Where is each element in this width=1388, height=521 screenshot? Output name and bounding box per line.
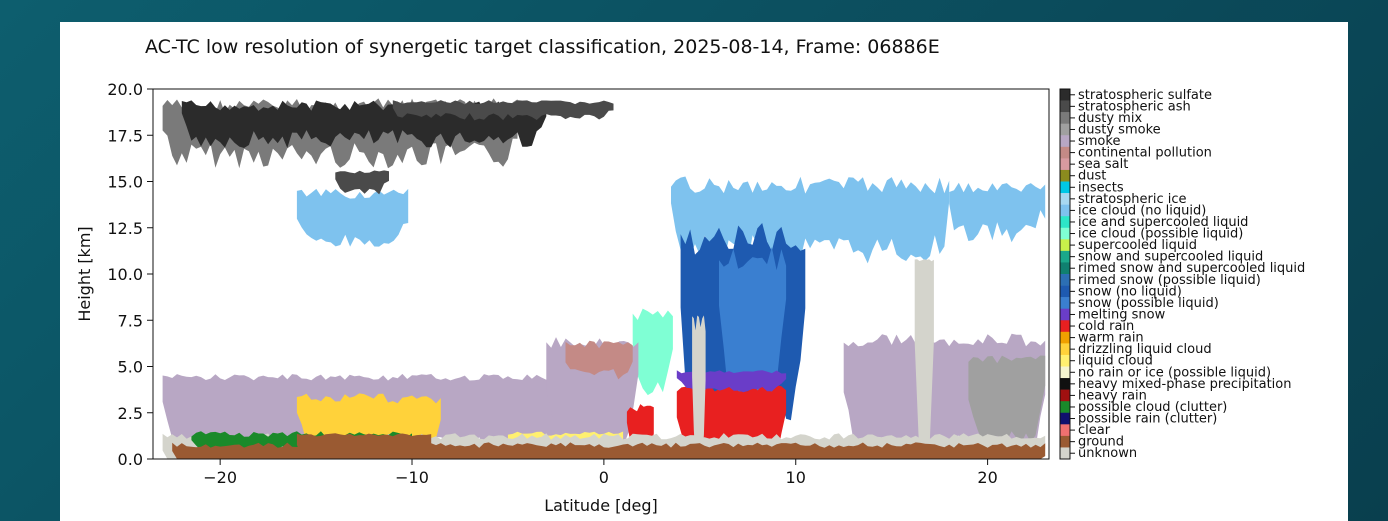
class-region bbox=[335, 170, 389, 195]
y-axis: 0.0 2.5 5.0 7.5 10.0 12.5 15.0 17.5 20.0 bbox=[107, 80, 153, 469]
x-tick-label: 0 bbox=[599, 468, 609, 487]
legend-swatch bbox=[1060, 354, 1070, 367]
legend-swatch bbox=[1060, 308, 1070, 321]
legend-label: ground bbox=[1078, 435, 1124, 450]
legend-frame bbox=[1059, 88, 1071, 460]
legend-label: dusty mix bbox=[1078, 111, 1142, 126]
legend-label: snow (possible liquid) bbox=[1078, 296, 1219, 311]
legend-label: insects bbox=[1078, 180, 1124, 195]
legend-label: warm rain bbox=[1078, 331, 1144, 346]
legend-label: no rain or ice (possible liquid) bbox=[1078, 365, 1271, 380]
legend-label: rimed snow and supercooled liquid bbox=[1078, 261, 1305, 276]
legend-swatch bbox=[1060, 285, 1070, 298]
x-tick-label: 10 bbox=[786, 468, 806, 487]
legend-label: cold rain bbox=[1078, 319, 1134, 334]
legend-swatch bbox=[1060, 181, 1070, 194]
legend-swatch bbox=[1060, 100, 1070, 113]
x-tick-label: −10 bbox=[395, 468, 429, 487]
legend-label: heavy mixed-phase precipitation bbox=[1078, 377, 1292, 392]
legend-label: ice and supercooled liquid bbox=[1078, 215, 1248, 230]
legend-swatch bbox=[1060, 204, 1070, 217]
class-region bbox=[914, 259, 934, 459]
legend-label: ice cloud (possible liquid) bbox=[1078, 227, 1243, 242]
legend-swatch bbox=[1060, 227, 1070, 240]
legend-label: sea salt bbox=[1078, 157, 1128, 172]
legend-swatch bbox=[1060, 401, 1070, 414]
legend-label: supercooled liquid bbox=[1078, 238, 1197, 253]
legend-label: stratospheric ice bbox=[1078, 192, 1187, 207]
legend-swatch bbox=[1060, 447, 1070, 460]
legend-label: dust bbox=[1078, 169, 1106, 184]
legend-label: continental pollution bbox=[1078, 146, 1212, 161]
x-tick-label: −20 bbox=[203, 468, 237, 487]
legend-label: stratospheric ash bbox=[1078, 99, 1191, 114]
class-region bbox=[632, 308, 673, 396]
legend-swatch bbox=[1060, 424, 1070, 437]
legend-swatch bbox=[1060, 146, 1070, 159]
legend-label: melting snow bbox=[1078, 307, 1166, 322]
legend-swatch bbox=[1060, 250, 1070, 263]
legend-label: heavy rain bbox=[1078, 388, 1147, 403]
legend-swatch bbox=[1060, 112, 1070, 124]
data-layer bbox=[162, 98, 1046, 459]
class-region bbox=[392, 100, 614, 121]
y-tick-label: 15.0 bbox=[107, 173, 143, 192]
legend-label: snow and supercooled liquid bbox=[1078, 250, 1263, 265]
legend-swatch bbox=[1060, 158, 1070, 171]
legend-swatch bbox=[1060, 389, 1070, 402]
y-tick-label: 12.5 bbox=[107, 219, 143, 238]
legend-label: drizzling liquid cloud bbox=[1078, 342, 1212, 357]
legend-swatch bbox=[1060, 216, 1070, 229]
y-tick-label: 7.5 bbox=[118, 311, 143, 330]
chart-title: AC-TC low resolution of synergetic targe… bbox=[145, 36, 940, 58]
legend-swatch bbox=[1060, 331, 1070, 344]
legend-label: ice cloud (no liquid) bbox=[1078, 203, 1206, 218]
legend-swatch bbox=[1060, 435, 1070, 448]
legend-label: snow (no liquid) bbox=[1078, 284, 1182, 299]
legend-label: clear bbox=[1078, 423, 1111, 438]
class-region bbox=[296, 188, 409, 247]
legend-label: rimed snow (possible liquid) bbox=[1078, 273, 1261, 288]
y-tick-label: 2.5 bbox=[118, 404, 143, 423]
legend-swatch bbox=[1060, 274, 1070, 286]
legend-swatch bbox=[1060, 169, 1070, 182]
legend-label: liquid cloud bbox=[1078, 354, 1153, 369]
y-tick-label: 20.0 bbox=[107, 80, 143, 99]
legend-label: dusty smoke bbox=[1078, 122, 1161, 137]
legend-label: stratospheric sulfate bbox=[1078, 88, 1212, 103]
legend-label: unknown bbox=[1078, 446, 1137, 461]
classification-chart: AC-TC low resolution of synergetic targe… bbox=[75, 36, 1305, 515]
legend-label: possible rain (clutter) bbox=[1078, 412, 1217, 427]
x-axis-label: Latitude [deg] bbox=[544, 496, 658, 515]
class-region bbox=[692, 315, 706, 459]
chart-panel: AC-TC low resolution of synergetic targe… bbox=[60, 22, 1348, 521]
legend-swatch bbox=[1060, 89, 1070, 101]
y-axis-label: Height [km] bbox=[75, 226, 94, 321]
y-tick-label: 17.5 bbox=[107, 126, 143, 145]
class-region bbox=[949, 182, 1046, 243]
y-tick-label: 10.0 bbox=[107, 265, 143, 284]
y-tick-label: 5.0 bbox=[118, 358, 143, 377]
legend-swatch bbox=[1060, 343, 1070, 356]
legend-swatch bbox=[1060, 123, 1070, 136]
class-region bbox=[968, 355, 1046, 443]
class-region bbox=[565, 340, 633, 380]
class-region bbox=[296, 433, 432, 459]
legend-swatch bbox=[1060, 239, 1070, 252]
y-tick-label: 0.0 bbox=[118, 450, 143, 469]
x-axis: −20 −10 0 10 20 bbox=[203, 459, 998, 487]
legend-swatch bbox=[1060, 366, 1070, 379]
legend-swatch bbox=[1060, 378, 1070, 390]
legend-swatch bbox=[1060, 320, 1070, 333]
legend-label: possible cloud (clutter) bbox=[1078, 400, 1227, 415]
legend-swatch bbox=[1060, 193, 1070, 205]
legend-label: smoke bbox=[1078, 134, 1120, 149]
legend-swatch bbox=[1060, 262, 1070, 275]
legend-swatch bbox=[1060, 412, 1070, 425]
legend-swatch bbox=[1060, 135, 1070, 148]
legend-swatch bbox=[1060, 297, 1070, 309]
x-tick-label: 20 bbox=[977, 468, 997, 487]
